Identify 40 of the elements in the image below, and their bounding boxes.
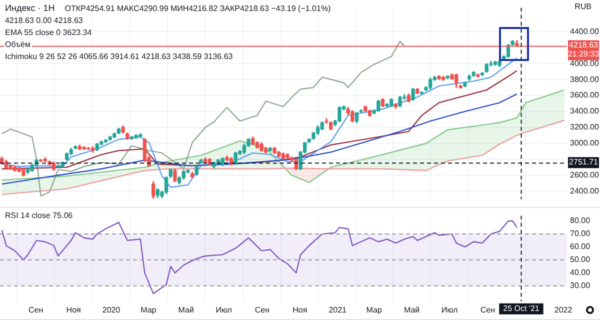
y-tick-label: 50.00 — [570, 255, 591, 264]
x-tick-label: Июл — [441, 305, 458, 314]
annotation: ОТКР4254.91 МАКС4290.99 МИН4216.82 ЗАКР4218.63 −43.19 (−1.01%) — [64, 4, 332, 13]
ref-line-label: 25 Oct '21 — [503, 304, 540, 314]
x-tick-label: Июл — [216, 305, 232, 314]
x-tick-label: Сен — [480, 305, 496, 314]
x-tick-label: Мар — [140, 305, 157, 314]
y-tick-label: 4000.00 — [570, 58, 600, 68]
y-tick-label: 70.00 — [570, 229, 591, 238]
annotation: EMA 55 close 0 3623.34 — [4, 28, 93, 37]
x-tick-label: Сен — [254, 305, 270, 314]
ref-line-label: 4218.63 21:29:33 — [568, 40, 600, 58]
x-tick-label: Май — [404, 305, 420, 314]
annotation: Объём — [4, 40, 32, 49]
annotation: RSI 14 close 75.06 — [4, 211, 74, 220]
y-tick-label: 2600.00 — [570, 170, 600, 180]
x-tick-label: 2021 — [328, 305, 348, 314]
x-tick-label: Май — [178, 305, 194, 314]
annotation: 4218.63 0.00 4218.63 — [4, 16, 84, 25]
y-tick-label: 3200.00 — [570, 122, 600, 132]
chart-title: Индекс · 1H — [4, 3, 56, 13]
y-axis-title: RUB — [574, 2, 592, 12]
y-tick-label: 3800.00 — [570, 74, 600, 84]
y-tick-label: 30.00 — [570, 281, 591, 290]
y-tick-label: 60.00 — [570, 242, 591, 252]
x-tick-label: 2020 — [102, 305, 121, 314]
x-tick-label: Сен — [28, 305, 44, 314]
y-tick-label: 40.00 — [570, 268, 591, 278]
x-tick-label: Ноя — [292, 305, 308, 314]
y-tick-label: 3400.00 — [570, 106, 600, 116]
y-tick-label: 3000.00 — [570, 138, 600, 148]
y-tick-label: 2400.00 — [570, 186, 600, 196]
x-tick-label: Ноя — [66, 305, 81, 314]
ref-line-label: 2751.71 — [569, 157, 599, 166]
annotation: Ichimoku 9 26 52 26 4065.66 3914.61 4218.63 3438.59 3136.63 — [4, 52, 234, 61]
y-tick-label: 80.00 — [570, 216, 591, 226]
y-tick-label: 3600.00 — [570, 90, 600, 100]
y-tick-label: 4400.00 — [570, 26, 600, 36]
x-tick-label: 2022 — [554, 305, 573, 314]
x-tick-label: Мар — [366, 305, 382, 314]
